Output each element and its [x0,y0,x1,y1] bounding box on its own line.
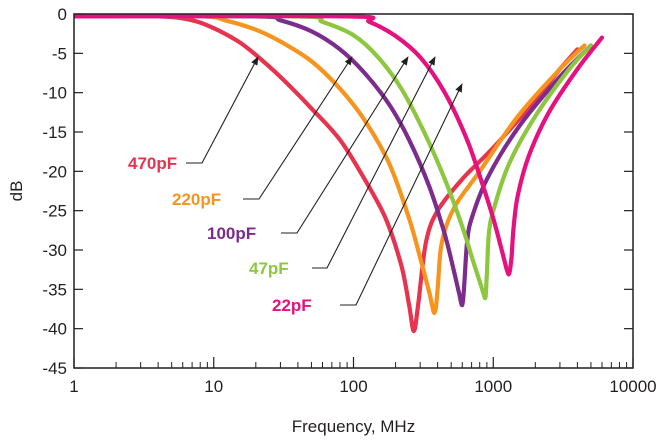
tick-labels: 1 10 100 1000 10000 0 -5 -10 -15 -20 -25 -30 -35 -40 -… [42,5,656,396]
series-lines [74,14,605,334]
y-tick-label: -5 [52,44,67,63]
series-line-470pF [74,14,580,334]
y-tick-label: -45 [42,359,67,378]
y-tick-label: -30 [42,241,67,260]
y-tick-label: 0 [58,5,67,24]
y-tick-label: -10 [42,84,67,103]
x-axis-title: Frequency, MHz [292,417,415,436]
annotation-label-22pF: 22pF [272,296,312,315]
x-tick-label: 100 [339,377,367,396]
annotation-label-220pF: 220pF [172,190,221,209]
annotation-arrow-470pF [186,56,259,164]
y-tick-label: -35 [42,280,67,299]
x-tick-label: 10000 [609,377,656,396]
axis-ticks [73,13,634,369]
y-tick-label: -25 [42,202,67,221]
annotation-arrow-220pF [243,56,353,200]
annotation-arrow-22pF [340,83,463,306]
series-line-100pF [74,14,593,308]
plot-frame [73,13,634,369]
series-line-47pF [74,14,593,301]
annotation-label-470pF: 470pF [128,154,177,173]
annotations: 470pF 220pF 100pF 47pF 22pF [128,56,463,315]
x-tick-label: 1 [69,377,78,396]
x-tick-label: 10 [204,377,223,396]
series-line-22pF [74,14,605,277]
annotation-arrow-47pF [312,56,436,269]
annotation-label-47pF: 47pF [249,259,289,278]
annotation-arrow-100pF [281,56,409,234]
y-tick-label: -20 [42,162,67,181]
y-axis-title: dB [7,181,26,202]
x-tick-label: 1000 [474,377,512,396]
y-tick-label: -15 [42,123,67,142]
series-line-220pF [74,14,587,316]
annotation-label-100pF: 100pF [207,224,256,243]
y-tick-label: -40 [42,320,67,339]
